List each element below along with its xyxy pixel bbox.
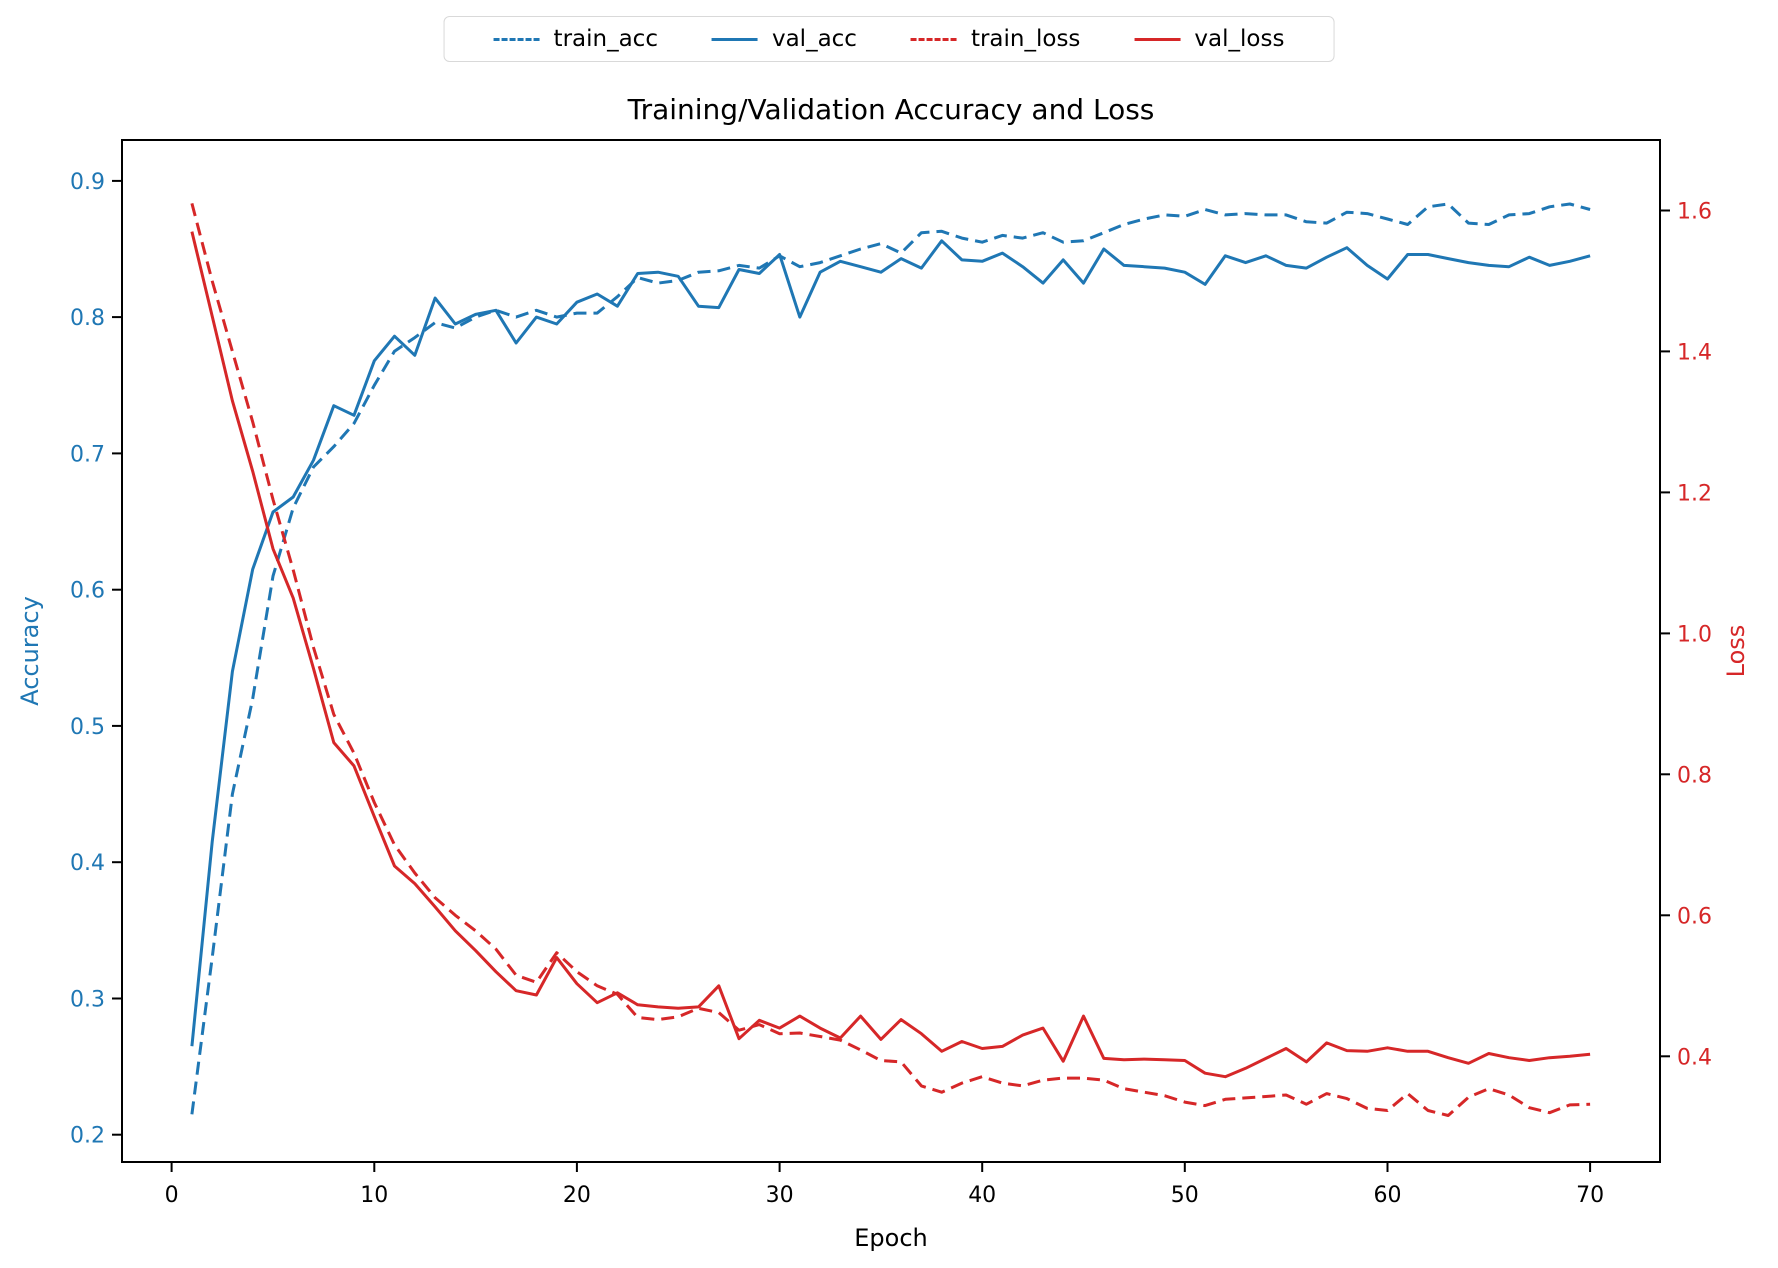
x-tick-label: 60 [1374,1183,1402,1208]
accuracy-tick-label: 0.5 [70,715,105,740]
legend-item-train-loss[interactable]: train_loss [884,26,1107,52]
val-loss-line [190,231,1591,1079]
right-y-axis-label: Loss [1722,625,1750,678]
axes-frame [121,139,1661,1163]
legend-label: train_acc [553,26,658,52]
accuracy-tick-label: 0.4 [70,851,105,876]
accuracy-tick-label: 0.6 [70,579,105,604]
legend-label: val_loss [1194,26,1285,52]
loss-tick-label: 1.0 [1677,622,1712,647]
x-tick-label: 30 [766,1183,794,1208]
val-acc-line-swatch-icon [711,37,758,41]
val-loss-line-swatch-icon [1134,37,1181,41]
x-tick-label: 40 [968,1183,996,1208]
accuracy-tick-label: 0.9 [70,170,105,195]
train-loss-line-swatch-icon [910,37,957,41]
x-tick-label: 0 [165,1183,179,1208]
loss-tick-label: 0.4 [1677,1045,1712,1070]
legend-label: train_loss [970,26,1081,52]
legend-item-val-loss[interactable]: val_loss [1107,26,1311,52]
loss-tick-label: 1.4 [1677,340,1712,365]
train-loss-line [190,203,1591,1117]
loss-tick-label: 1.6 [1677,200,1712,225]
val-acc-line [190,239,1591,1047]
left-y-axis-label: Accuracy [16,596,44,706]
chart-title: Training/Validation Accuracy and Loss [627,93,1155,126]
accuracy-tick-label: 0.2 [70,1124,105,1149]
accuracy-tick-label: 0.3 [70,988,105,1013]
accuracy-tick-label: 0.7 [70,442,105,467]
loss-tick-label: 0.6 [1677,904,1712,929]
train-acc-line [190,202,1591,1115]
loss-tick-label: 1.2 [1677,481,1712,506]
legend-item-train-acc[interactable]: train_acc [467,26,685,52]
loss-tick-label: 0.8 [1677,763,1712,788]
x-tick-label: 50 [1171,1183,1199,1208]
x-axis-label: Epoch [854,1224,928,1252]
x-tick-label: 20 [563,1183,591,1208]
train-acc-line-swatch-icon [493,37,540,41]
legend-item-val-acc[interactable]: val_acc [685,26,884,52]
legend-label: val_acc [771,26,857,52]
legend: train_acc val_acc train_loss val_loss [443,16,1335,62]
accuracy-tick-label: 0.8 [70,306,105,331]
x-tick-label: 10 [360,1183,388,1208]
x-tick-label: 70 [1576,1183,1604,1208]
